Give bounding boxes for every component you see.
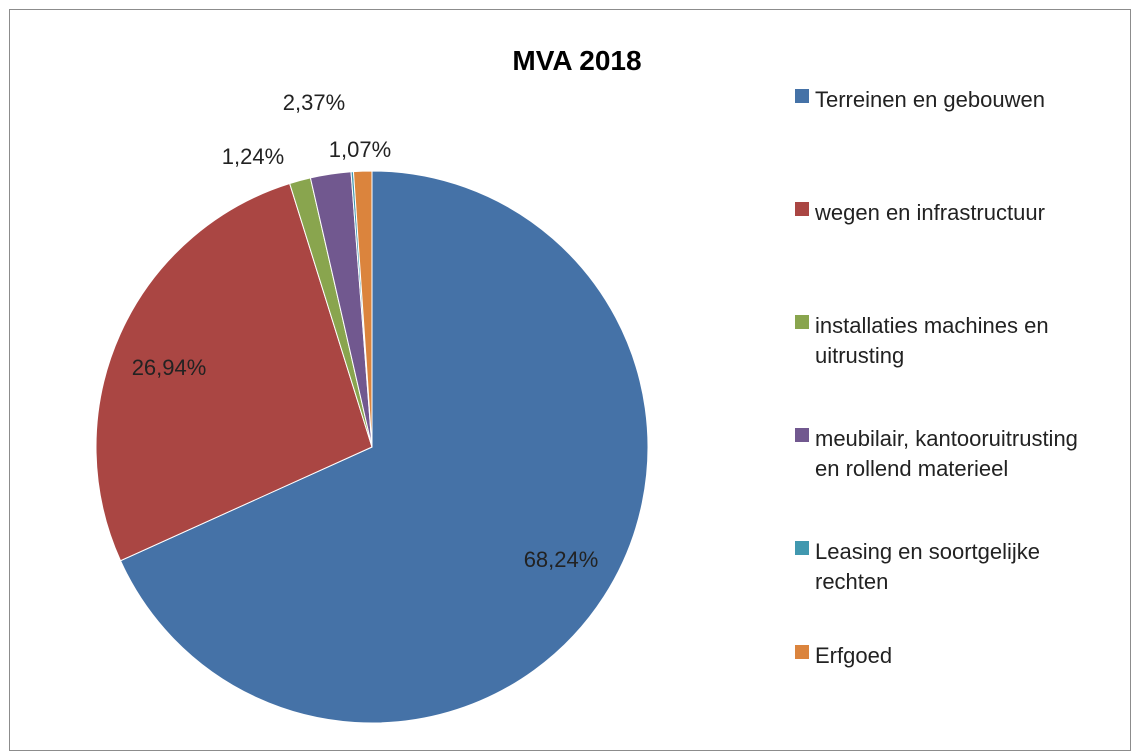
- data-label-4: 2,37%: [283, 90, 345, 115]
- legend-label: Terreinen en gebouwen: [815, 87, 1045, 112]
- legend-item-4: meubilair, kantooruitrusting en rollend m…: [795, 426, 1078, 481]
- legend-item-6: Erfgoed: [795, 643, 892, 668]
- legend-item-5: Leasing en soortgelijke rechten: [795, 539, 1040, 594]
- data-label-3: 1,24%: [222, 144, 284, 169]
- legend-label: en rollend materieel: [815, 456, 1008, 481]
- legend-label: rechten: [815, 569, 888, 594]
- pie-slice-2: [95, 182, 373, 562]
- chart-title: MVA 2018: [512, 45, 641, 76]
- legend-swatch: [795, 315, 809, 329]
- legend-swatch: [795, 541, 809, 555]
- legend-label: uitrusting: [815, 343, 904, 368]
- pie-slice-1: [119, 170, 649, 724]
- legend-item-2: wegen en infrastructuur: [795, 200, 1045, 225]
- data-label-1: 68,24%: [524, 547, 599, 572]
- data-labels: 68,24% 26,94% 1,24% 2,37% 1,07%: [132, 90, 599, 572]
- legend-label: installaties machines en: [815, 313, 1049, 338]
- data-label-2: 26,94%: [132, 355, 207, 380]
- legend-swatch: [795, 428, 809, 442]
- legend-swatch: [795, 202, 809, 216]
- pie-slices: [95, 170, 649, 724]
- legend-label: wegen en infrastructuur: [814, 200, 1045, 225]
- legend-label: Erfgoed: [815, 643, 892, 668]
- legend-label: meubilair, kantooruitrusting: [815, 426, 1078, 451]
- legend-item-1: Terreinen en gebouwen: [795, 87, 1045, 112]
- legend-swatch: [795, 645, 809, 659]
- data-label-6: 1,07%: [329, 137, 391, 162]
- legend-swatch: [795, 89, 809, 103]
- legend-label: Leasing en soortgelijke: [815, 539, 1040, 564]
- legend: Terreinen en gebouwen wegen en infrastruc…: [795, 87, 1078, 668]
- legend-item-3: installaties machines en uitrusting: [795, 313, 1049, 368]
- pie-slice-6: [352, 170, 373, 448]
